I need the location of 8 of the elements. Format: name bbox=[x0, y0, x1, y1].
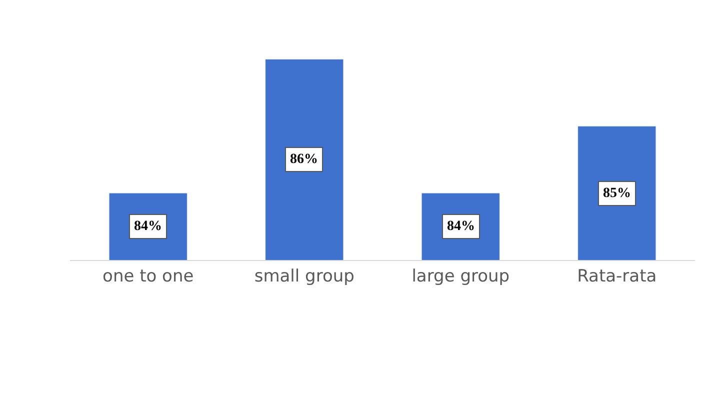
x-tick-label: one to one bbox=[102, 266, 194, 286]
data-label: 86% bbox=[290, 152, 318, 167]
x-tick-label: small group bbox=[254, 266, 354, 286]
x-tick-label: Rata-rata bbox=[577, 266, 657, 286]
data-label: 84% bbox=[134, 219, 162, 234]
x-tick-label: large group bbox=[412, 266, 510, 286]
data-label: 85% bbox=[603, 186, 631, 201]
data-label: 84% bbox=[447, 219, 475, 234]
